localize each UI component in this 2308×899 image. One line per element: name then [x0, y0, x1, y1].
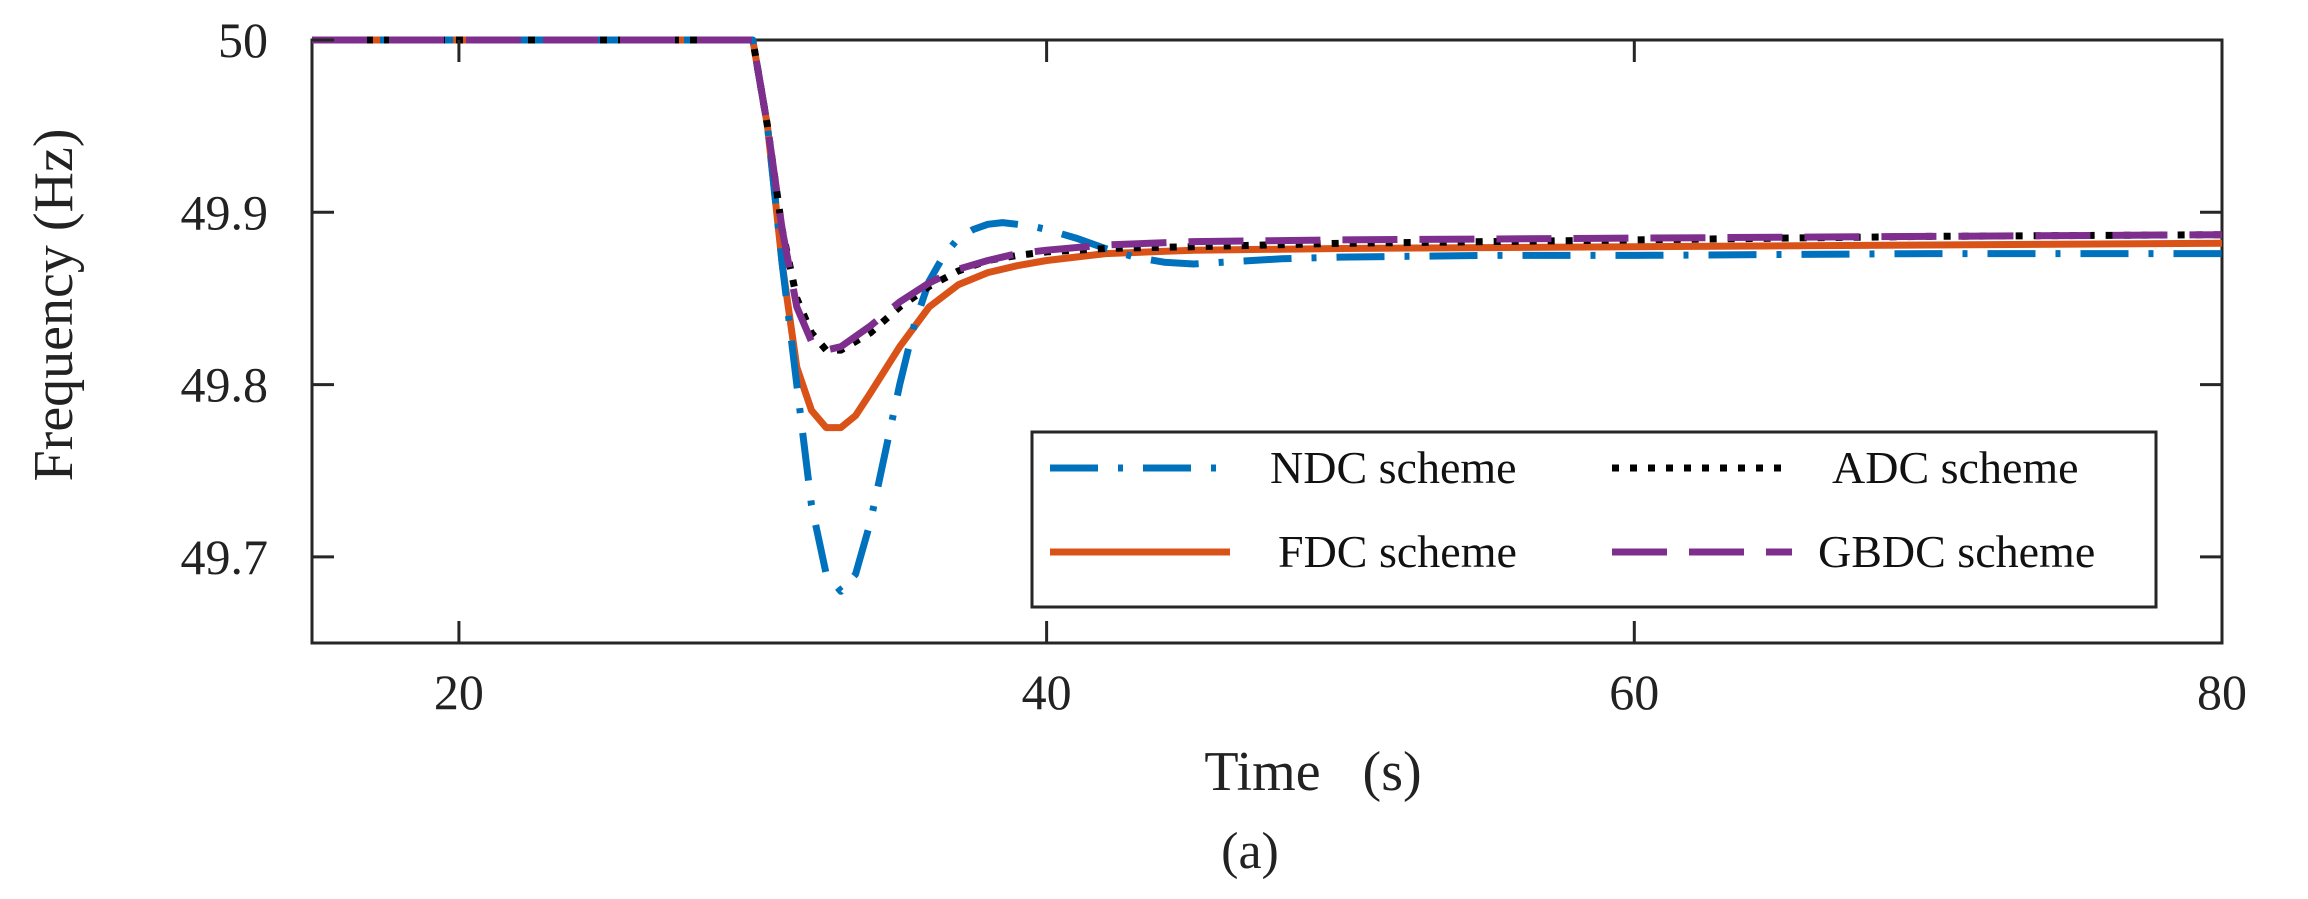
- y-axis-title: Frequency (Hz): [23, 129, 85, 482]
- legend-label: FDC scheme: [1278, 526, 1517, 577]
- series-line-gbdc-scheme: [312, 36, 2222, 354]
- y-tick-label: 49.9: [181, 184, 269, 240]
- y-tick-label: 49.8: [181, 357, 269, 413]
- x-tick-label: 60: [1609, 664, 1659, 720]
- legend-label: ADC scheme: [1832, 442, 2079, 493]
- x-tick-label: 80: [2197, 664, 2247, 720]
- series-line-ndc-scheme: [312, 36, 2222, 595]
- x-tick-label: 40: [1022, 664, 1072, 720]
- legend-label: GBDC scheme: [1818, 526, 2095, 577]
- figure-caption: (a): [1221, 823, 1279, 880]
- series-group: [312, 36, 2222, 595]
- legend-box: [1030, 430, 2158, 609]
- x-axis-title: Time (s): [1204, 741, 1421, 803]
- y-tick-label: 49.7: [181, 529, 269, 585]
- x-tick-label: 20: [434, 664, 484, 720]
- plot-area-border: [310, 38, 2224, 645]
- series-line-adc-scheme: [312, 36, 2222, 354]
- legend-label: NDC scheme: [1270, 442, 1517, 493]
- axes-frame: [310, 38, 2224, 645]
- ticks-group: 20 40 60 80 49.7 49.8 49.9 50: [181, 12, 2248, 720]
- legend: NDC scheme ADC scheme FDC scheme GBDC schem…: [1030, 430, 2158, 609]
- y-tick-label: 50: [218, 12, 268, 68]
